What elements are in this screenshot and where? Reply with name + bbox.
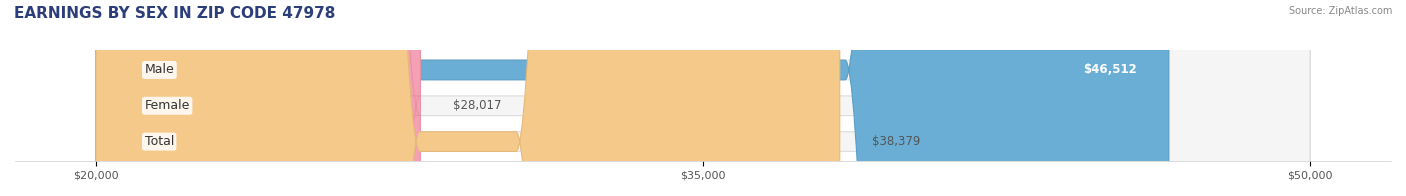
Text: $38,379: $38,379	[872, 135, 921, 148]
FancyBboxPatch shape	[96, 0, 1310, 196]
Text: Male: Male	[145, 64, 174, 76]
FancyBboxPatch shape	[96, 0, 1168, 196]
Text: Female: Female	[145, 99, 190, 112]
FancyBboxPatch shape	[96, 0, 1310, 196]
FancyBboxPatch shape	[96, 0, 839, 196]
Text: $28,017: $28,017	[453, 99, 502, 112]
Text: Source: ZipAtlas.com: Source: ZipAtlas.com	[1288, 6, 1392, 16]
FancyBboxPatch shape	[96, 0, 1310, 196]
Text: EARNINGS BY SEX IN ZIP CODE 47978: EARNINGS BY SEX IN ZIP CODE 47978	[14, 6, 336, 21]
FancyBboxPatch shape	[96, 0, 420, 196]
Text: Total: Total	[145, 135, 174, 148]
Text: $46,512: $46,512	[1083, 64, 1136, 76]
